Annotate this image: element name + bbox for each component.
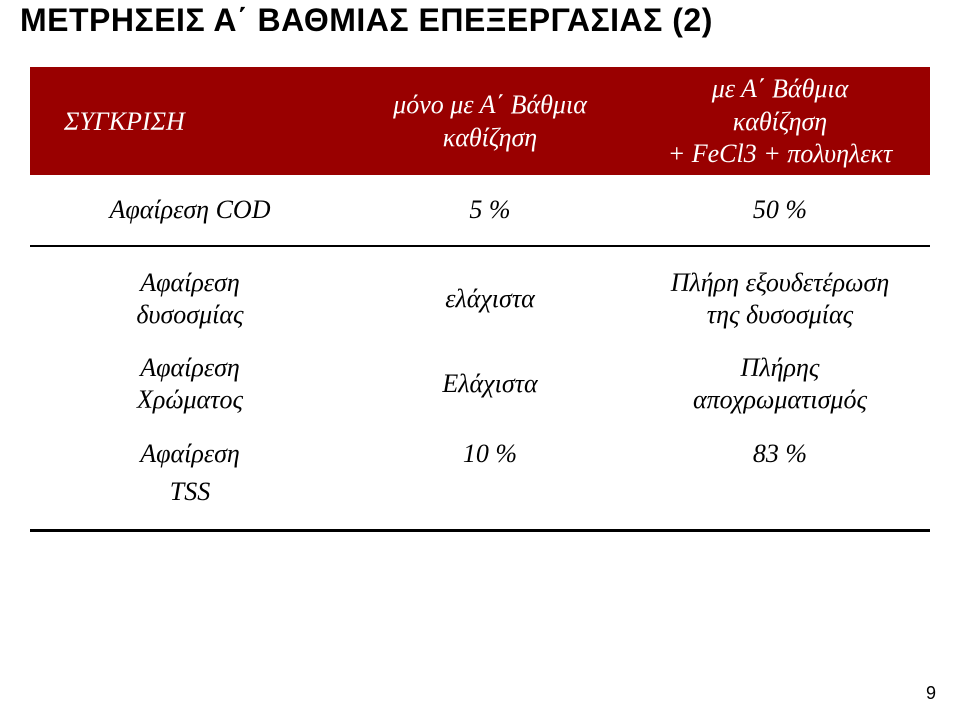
cell-color-b: Πλήρης αποχρωματισμός <box>630 346 930 431</box>
cell-tss-a: 10 % <box>350 431 630 477</box>
header-col3-line3: + FeCl3 + πολυηλεκτ <box>668 138 893 171</box>
cell-odor-b2: της δυσοσμίας <box>707 300 853 329</box>
header-col2-line2: καθίζηση <box>393 122 587 155</box>
cell-odor-b: Πλήρη εξουδετέρωση της δυσοσμίας <box>630 246 930 346</box>
cell-tss-b-empty <box>630 477 930 531</box>
table-row-tss: Αφαίρεση 10 % 83 % <box>30 431 930 477</box>
row-label-tss-1: Αφαίρεση <box>30 431 350 477</box>
cell-color-b1: Πλήρης <box>741 353 820 382</box>
row-label-odor-1: Αφαίρεση <box>140 268 240 297</box>
row-label-color-2: Χρώματος <box>137 385 243 414</box>
row-label-cod: Αφαίρεση COD <box>30 175 350 246</box>
header-col-sedimentation-plus: με Α΄ Βάθμια καθίζηση + FeCl3 + πολυηλεκ… <box>630 67 930 175</box>
comparison-table: ΣΥΓΚΡΙΣΗ μόνο με Α΄ Βάθμια καθίζηση με Α… <box>30 67 930 532</box>
row-label-tss-2: TSS <box>30 477 350 531</box>
row-label-odor: Αφαίρεση δυσοσμίας <box>30 246 350 346</box>
table-header-row: ΣΥΓΚΡΙΣΗ μόνο με Α΄ Βάθμια καθίζηση με Α… <box>30 67 930 175</box>
header-col3-line2: καθίζηση <box>668 106 893 139</box>
slide-page: ΜΕΤΡΗΣΕΙΣ Α΄ ΒΑΘΜΙΑΣ ΕΠΕΞΕΡΓΑΣΙΑΣ (2) ΣΥ… <box>0 0 960 720</box>
row-label-color-1: Αφαίρεση <box>140 353 240 382</box>
page-number: 9 <box>926 683 936 704</box>
cell-color-a: Ελάχιστα <box>350 346 630 431</box>
table-row-odor: Αφαίρεση δυσοσμίας ελάχιστα Πλήρη εξουδε… <box>30 246 930 346</box>
cell-odor-b1: Πλήρη εξουδετέρωση <box>671 268 889 297</box>
header-compare: ΣΥΓΚΡΙΣΗ <box>30 67 350 175</box>
header-col-sedimentation-only: μόνο με Α΄ Βάθμια καθίζηση <box>350 67 630 175</box>
cell-cod-b: 50 % <box>630 175 930 246</box>
cell-cod-a: 5 % <box>350 175 630 246</box>
header-col2-line1: μόνο με Α΄ Βάθμια <box>393 89 587 122</box>
row-label-odor-2: δυσοσμίας <box>136 300 243 329</box>
cell-color-b2: αποχρωματισμός <box>693 385 867 414</box>
cell-tss-a-empty <box>350 477 630 531</box>
header-col3-line1: με Α΄ Βάθμια <box>668 73 893 106</box>
cell-tss-b: 83 % <box>630 431 930 477</box>
cell-odor-a: ελάχιστα <box>350 246 630 346</box>
page-title: ΜΕΤΡΗΣΕΙΣ Α΄ ΒΑΘΜΙΑΣ ΕΠΕΞΕΡΓΑΣΙΑΣ (2) <box>20 0 940 39</box>
table-row-cod: Αφαίρεση COD 5 % 50 % <box>30 175 930 246</box>
table-row-tss-cont: TSS <box>30 477 930 531</box>
table-row-color: Αφαίρεση Χρώματος Ελάχιστα Πλήρης αποχρω… <box>30 346 930 431</box>
row-label-color: Αφαίρεση Χρώματος <box>30 346 350 431</box>
